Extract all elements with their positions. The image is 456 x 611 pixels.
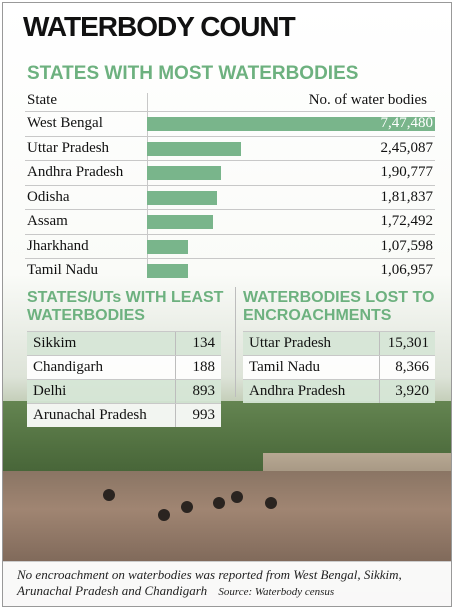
bar [147, 117, 435, 131]
table-cell-value: 134 [192, 335, 216, 351]
table-row: Uttar Pradesh 15,301 [243, 331, 435, 355]
footnote-text: No encroachment on waterbodies was repor… [17, 567, 402, 598]
column-header-state: State [27, 92, 57, 108]
table-title-least: STATES/UTs WITH LEAST WATERBODIES [27, 289, 224, 324]
table-cell-separator [175, 404, 176, 427]
bar-category-label: Assam [27, 213, 68, 229]
table-row: Andhra Pradesh 3,920 [243, 379, 435, 403]
bar-row: Assam 1,72,492 [25, 209, 435, 234]
table-cell-name: Chandigarh [33, 359, 103, 375]
photo-water [3, 471, 451, 567]
page-title: WATERBODY COUNT [23, 11, 296, 42]
bar-value-label: 1,90,777 [380, 164, 434, 180]
bar-category-label: Jharkhand [27, 237, 89, 254]
bar-value-label: 7,47,480 [380, 115, 434, 131]
bar [147, 239, 188, 254]
photo-person [265, 497, 277, 509]
table-cell-value: 188 [192, 359, 216, 375]
bar-row: Jharkhand 1,07,598 [25, 233, 435, 259]
bar-row: West Bengal 7,47,480 [25, 111, 435, 136]
bar [147, 264, 188, 278]
photo-person [158, 509, 170, 521]
bar-value-label: 1,72,492 [380, 213, 434, 229]
bar-category-label: Odisha [27, 188, 70, 205]
bar-category-label: Tamil Nadu [27, 262, 99, 278]
bar-value-label: 1,06,957 [380, 262, 434, 278]
chart-title-most: STATES WITH MOST WATERBODIES [27, 63, 359, 84]
table-cell-value: 993 [192, 407, 216, 423]
infographic: WATERBODY COUNT STATES WITH MOST WATERBO… [2, 2, 452, 607]
table-cell-name: Tamil Nadu [249, 359, 321, 375]
bar [147, 215, 213, 229]
table-cell-value: 893 [192, 383, 216, 399]
table-cell-name: Uttar Pradesh [249, 335, 332, 351]
table-cell-separator [379, 356, 380, 379]
bar [147, 166, 221, 180]
table-cell-value: 15,301 [387, 335, 429, 351]
footnote-box: No encroachment on waterbodies was repor… [3, 561, 451, 606]
table-cell-separator [379, 332, 380, 355]
table-cell-value: 8,366 [395, 359, 429, 375]
bar-chart-most-waterbodies: West Bengal 7,47,480 Uttar Pradesh 2,45,087… [25, 111, 435, 283]
table-row: Tamil Nadu 8,366 [243, 355, 435, 379]
table-cell-name: Sikkim [33, 335, 77, 351]
table-lost-encroachments: Uttar Pradesh 15,301 Tamil Nadu 8,366 Andhra… [243, 331, 435, 403]
table-cell-separator [379, 380, 380, 403]
bar-row: Tamil Nadu 1,06,957 [25, 258, 435, 283]
table-cell-separator [175, 332, 176, 355]
chart-axis-line [147, 93, 148, 273]
footnote: No encroachment on waterbodies was repor… [17, 567, 442, 600]
bar-row: Uttar Pradesh 2,45,087 [25, 135, 435, 161]
table-cell-name: Andhra Pradesh [249, 383, 346, 399]
section-divider [235, 287, 236, 397]
table-row: Delhi 893 [27, 379, 221, 403]
bar-category-label: Andhra Pradesh [27, 164, 124, 180]
bar [147, 190, 217, 205]
photo-person [213, 497, 225, 509]
table-row: Chandigarh 188 [27, 355, 221, 379]
bar-value-label: 1,81,837 [380, 188, 434, 205]
table-cell-name: Arunachal Pradesh [33, 407, 147, 423]
table-title-lost: WATERBODIES LOST TO ENCROACHMENTS [243, 289, 435, 324]
bar-category-label: West Bengal [27, 115, 103, 131]
table-row: Arunachal Pradesh 993 [27, 403, 221, 427]
bar [147, 141, 241, 156]
column-header-count: No. of water bodies [308, 92, 427, 108]
bar-row: Odisha 1,81,837 [25, 184, 435, 210]
photo-person [231, 491, 243, 503]
photo-person [181, 501, 193, 513]
photo-person [103, 489, 115, 501]
bar-value-label: 1,07,598 [380, 237, 434, 254]
table-least-waterbodies: Sikkim 134 Chandigarh 188 Delhi 893 Arunachal … [27, 331, 221, 427]
table-cell-separator [175, 356, 176, 379]
table-cell-separator [175, 380, 176, 403]
bar-row: Andhra Pradesh 1,90,777 [25, 160, 435, 185]
bar-value-label: 2,45,087 [380, 139, 434, 156]
bar-category-label: Uttar Pradesh [27, 139, 110, 156]
table-cell-value: 3,920 [395, 383, 429, 399]
source-note: Source: Waterbody census [218, 586, 335, 598]
table-row: Sikkim 134 [27, 331, 221, 355]
table-cell-name: Delhi [33, 383, 67, 399]
